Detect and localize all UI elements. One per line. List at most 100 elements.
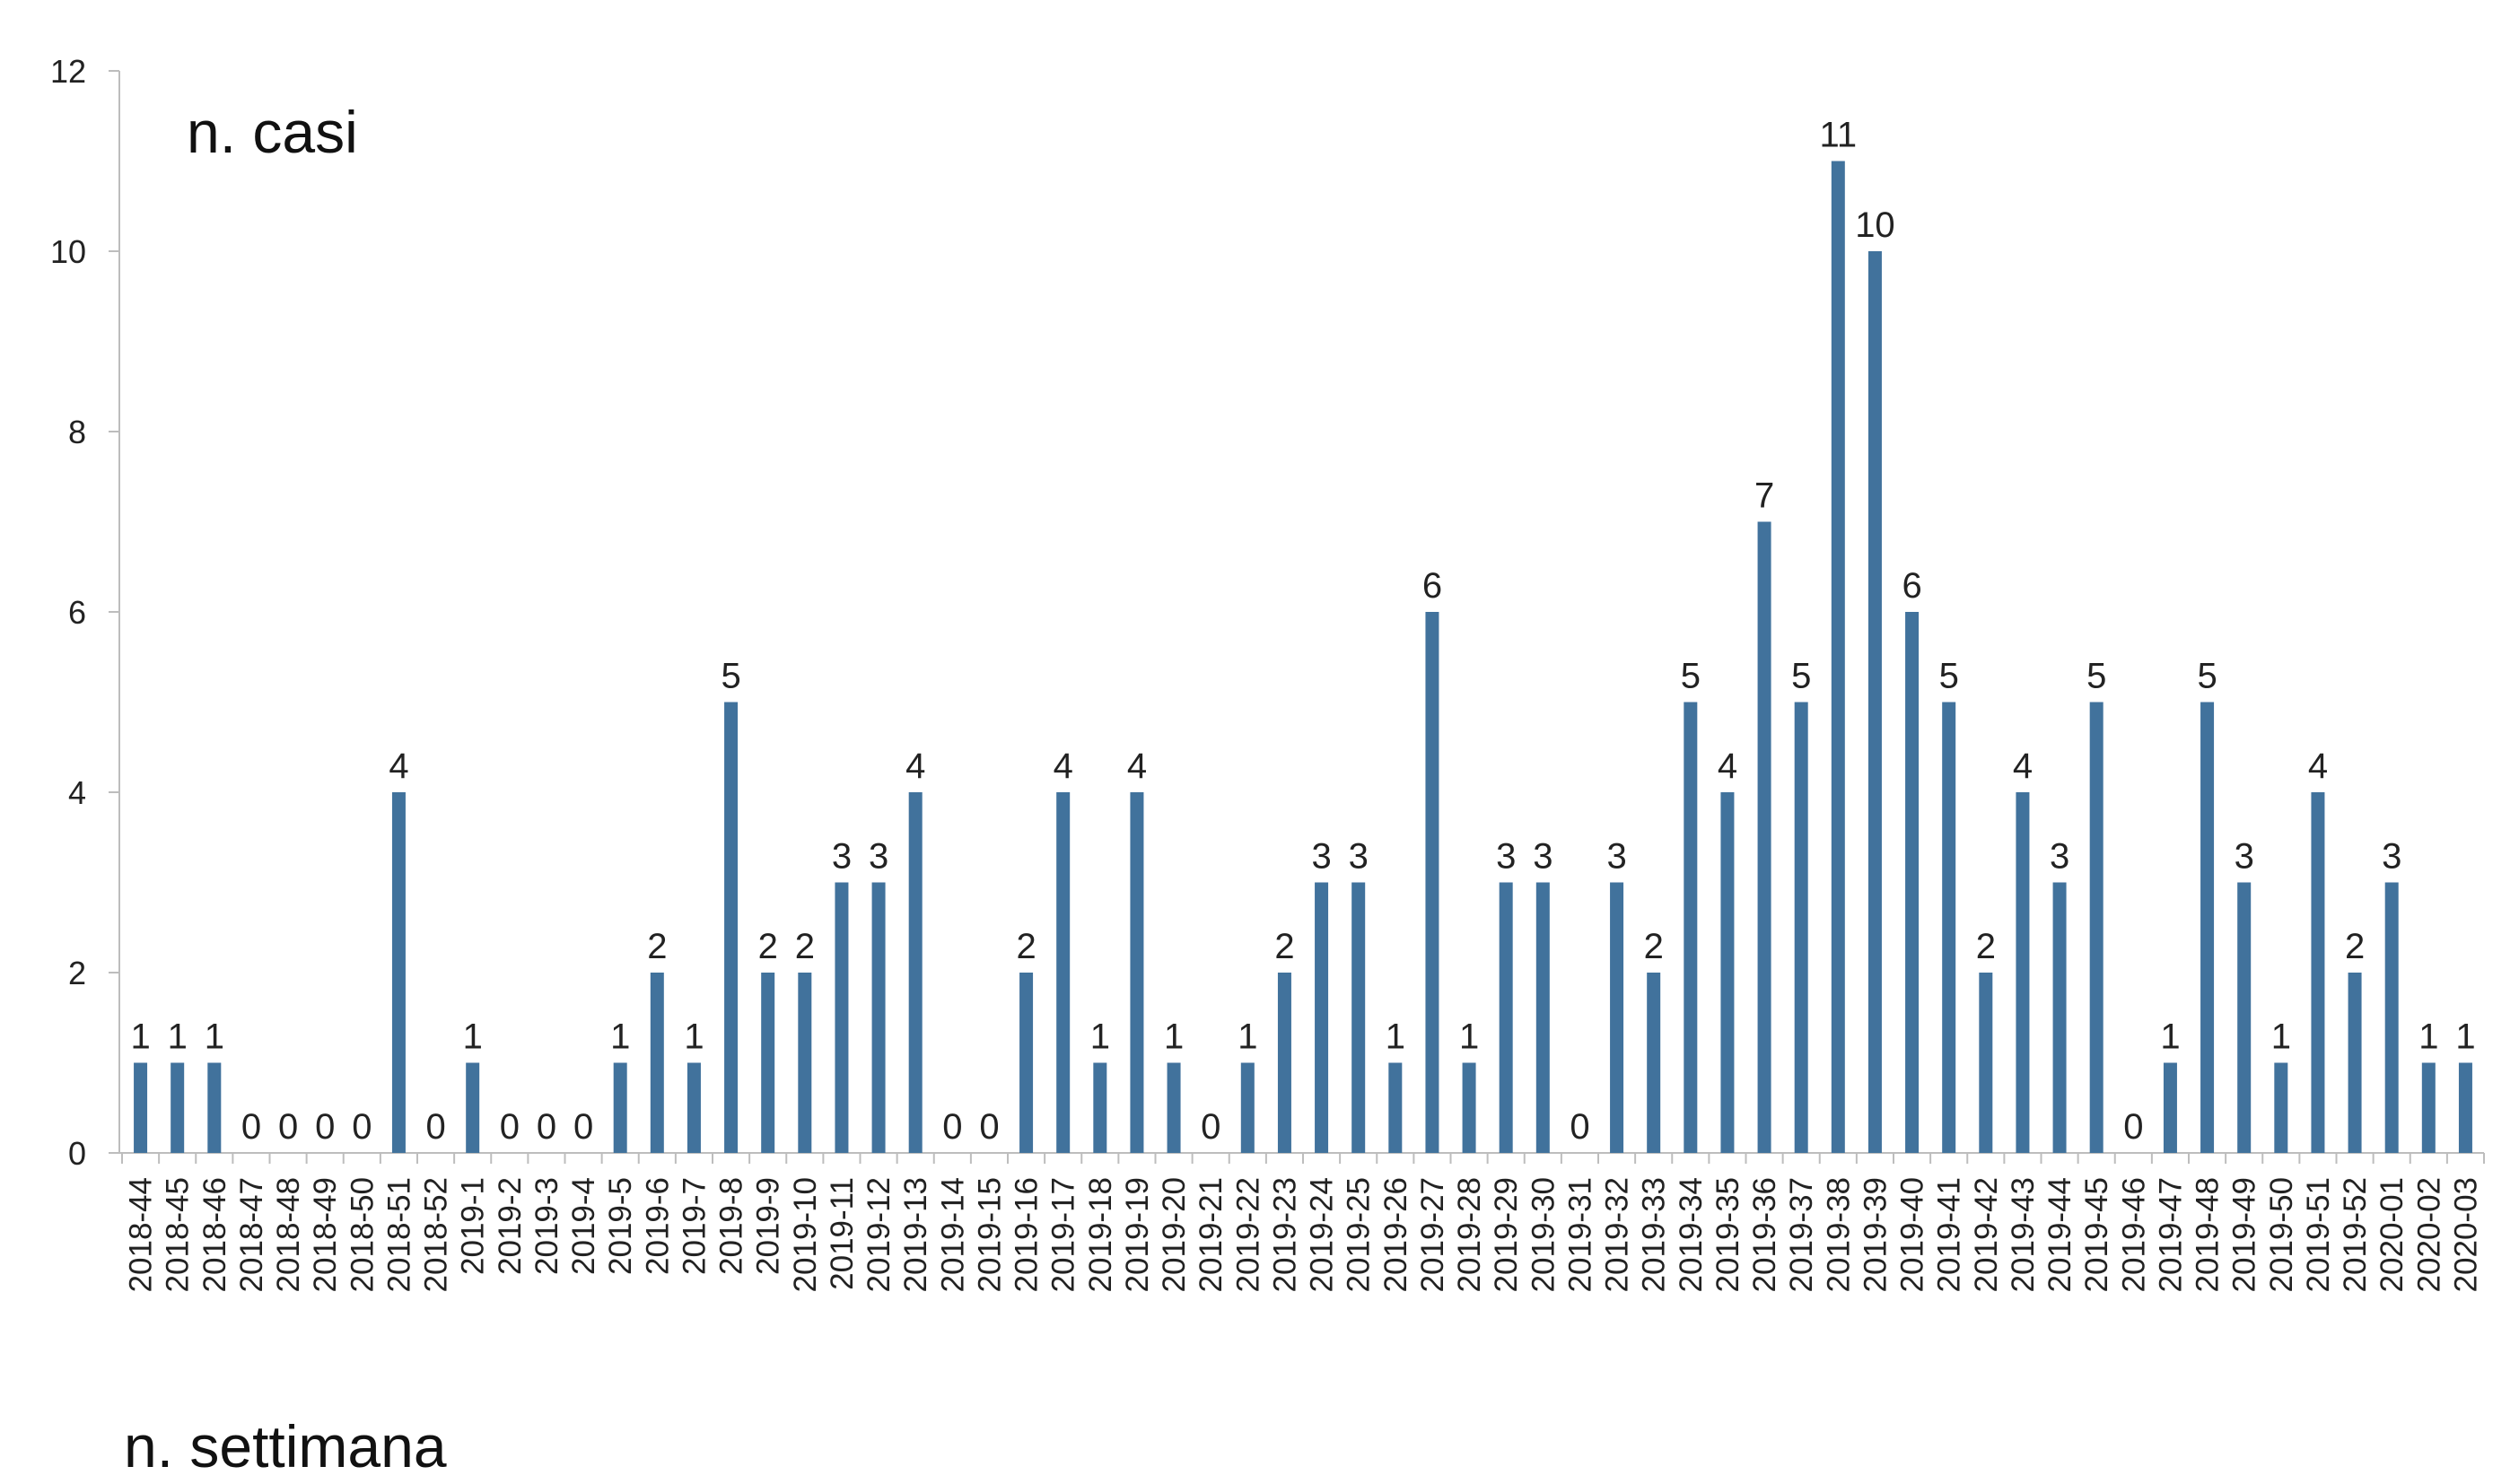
x-tick-label: 2019-45 xyxy=(2079,1177,2114,1292)
bar xyxy=(1167,1062,1181,1153)
bar xyxy=(1240,1062,1255,1153)
bar xyxy=(1831,161,1845,1153)
data-label: 3 xyxy=(1496,837,1516,877)
x-tick-label: 2019-51 xyxy=(2301,1177,2336,1292)
bar xyxy=(207,1062,222,1153)
data-label: 2 xyxy=(1976,927,1996,966)
data-label: 5 xyxy=(2086,657,2106,696)
x-tick-label: 2020-03 xyxy=(2448,1177,2483,1292)
data-label: 1 xyxy=(610,1017,630,1057)
bar xyxy=(1867,251,1882,1153)
bar xyxy=(2348,973,2362,1153)
x-tick-label: 2019-16 xyxy=(1010,1177,1045,1292)
data-label: 2 xyxy=(1016,927,1036,966)
data-label: 5 xyxy=(1681,657,1701,696)
data-label: 1 xyxy=(684,1017,704,1057)
x-tick-label: 2019-4 xyxy=(566,1177,601,1275)
bar xyxy=(1905,612,1920,1153)
bar xyxy=(1610,882,1624,1153)
bar xyxy=(687,1062,701,1153)
data-label: 6 xyxy=(1902,566,1921,606)
y-tick-label: 12 xyxy=(50,53,86,90)
x-tick-label: 2018-51 xyxy=(381,1177,416,1292)
x-tick-label: 2019-22 xyxy=(1230,1177,1265,1292)
bar xyxy=(2311,792,2325,1153)
bar xyxy=(2237,882,2252,1153)
x-tick-label: 2019-31 xyxy=(1562,1177,1597,1292)
x-tick-label: 2019-35 xyxy=(1710,1177,1745,1292)
data-label: 1 xyxy=(463,1017,483,1057)
bar xyxy=(1315,882,1329,1153)
bar xyxy=(613,1062,627,1153)
data-label: 3 xyxy=(1349,837,1369,877)
x-tick-label: 2019-40 xyxy=(1895,1177,1930,1292)
x-axis-title: n. settimana xyxy=(124,1413,447,1480)
bar xyxy=(2200,702,2215,1153)
bar xyxy=(1462,1062,1476,1153)
x-tick-label: 2019-49 xyxy=(2227,1177,2262,1292)
data-label: 2 xyxy=(758,927,778,966)
x-tick-label: 2019-32 xyxy=(1600,1177,1635,1292)
x-tick-label: 2019-38 xyxy=(1821,1177,1856,1292)
x-tick-label: 2019-15 xyxy=(972,1177,1007,1292)
bar xyxy=(1019,973,1034,1153)
data-label: 2 xyxy=(647,927,667,966)
x-tick-label: 2019-21 xyxy=(1194,1177,1229,1292)
data-label: 4 xyxy=(1127,746,1147,786)
bar xyxy=(724,702,739,1153)
x-tick-label: 2019-7 xyxy=(677,1177,712,1275)
x-tick-label: 2018-50 xyxy=(345,1177,380,1292)
data-label: 3 xyxy=(832,837,852,877)
bar xyxy=(2052,882,2067,1153)
x-tick-label: 2019-29 xyxy=(1489,1177,1524,1292)
x-tick-label: 2018-48 xyxy=(271,1177,306,1292)
x-tick-label: 2020-01 xyxy=(2375,1177,2410,1292)
data-label: 3 xyxy=(2382,837,2401,877)
x-tick-label: 2019-30 xyxy=(1526,1177,1561,1292)
data-label: 3 xyxy=(1311,837,1331,877)
data-label: 1 xyxy=(1459,1017,1479,1057)
data-label: 0 xyxy=(2123,1107,2143,1147)
x-tick-label: 2019-17 xyxy=(1046,1177,1081,1292)
x-tick-label: 2019-27 xyxy=(1415,1177,1450,1292)
data-label: 2 xyxy=(795,927,815,966)
data-label: 0 xyxy=(278,1107,298,1147)
x-tick-label: 2019-10 xyxy=(788,1177,823,1292)
x-tick-label: 2019-6 xyxy=(640,1177,675,1275)
bar xyxy=(1757,521,1771,1153)
data-label: 1 xyxy=(130,1017,150,1057)
data-label: 4 xyxy=(1718,746,1737,786)
x-tick-label: 2018-47 xyxy=(234,1177,269,1292)
bar xyxy=(761,973,775,1153)
x-tick-label: 2019-26 xyxy=(1378,1177,1413,1292)
data-label: 1 xyxy=(1090,1017,1110,1057)
bar xyxy=(1535,882,1550,1153)
data-label: 5 xyxy=(721,657,740,696)
x-tick-label: 2019-33 xyxy=(1637,1177,1672,1292)
bars xyxy=(134,161,2472,1153)
x-tick-label: 2019-11 xyxy=(825,1177,860,1290)
y-tick-label: 8 xyxy=(68,414,86,450)
data-label: 0 xyxy=(425,1107,445,1147)
x-tick-label: 2019-8 xyxy=(714,1177,749,1275)
x-tick-label: 2019-34 xyxy=(1674,1177,1709,1292)
bar xyxy=(1684,702,1698,1153)
data-label: 7 xyxy=(1754,476,1774,516)
data-label: 0 xyxy=(1201,1107,1220,1147)
x-tick-label: 2019-47 xyxy=(2153,1177,2188,1292)
bar xyxy=(171,1062,185,1153)
bar xyxy=(1499,882,1513,1153)
x-axis xyxy=(119,1152,2485,1164)
bar xyxy=(871,882,886,1153)
data-label: 0 xyxy=(537,1107,556,1147)
bar xyxy=(1056,792,1071,1153)
data-label: 5 xyxy=(1939,657,1959,696)
data-label: 1 xyxy=(1386,1017,1405,1057)
bar xyxy=(2421,1062,2436,1153)
y-axis: 0 2 4 6 8 10 12 xyxy=(50,53,120,1172)
data-label: 0 xyxy=(979,1107,999,1147)
bar xyxy=(1425,612,1439,1153)
x-tick-label: 2019-41 xyxy=(1932,1177,1967,1292)
bar xyxy=(798,973,812,1153)
data-label: 4 xyxy=(389,746,408,786)
